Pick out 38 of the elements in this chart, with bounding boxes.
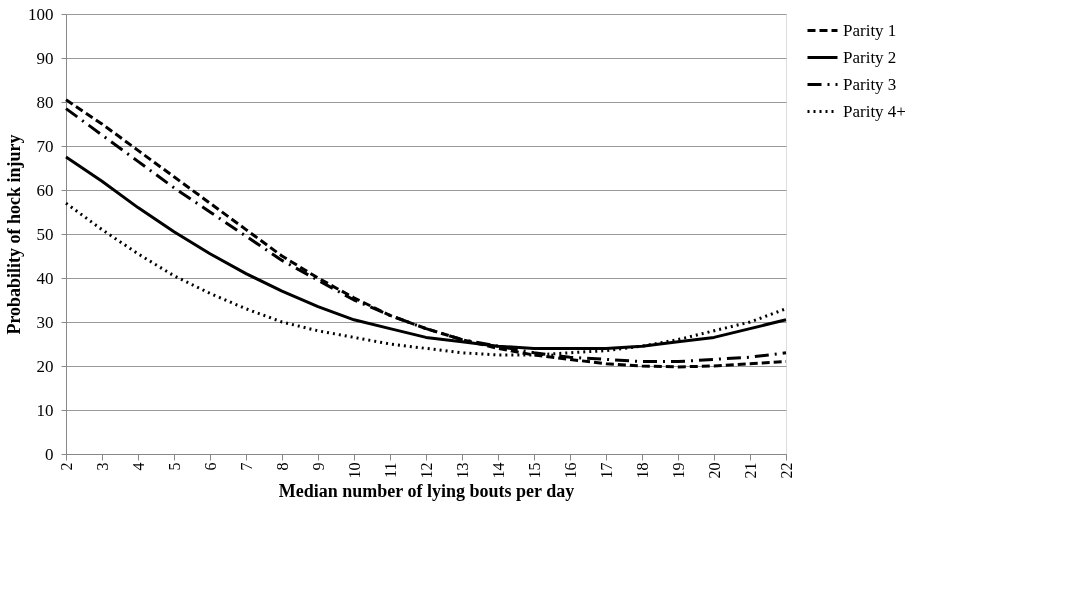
x-tick-label: 4 — [129, 462, 147, 471]
x-tick-label: 8 — [273, 462, 291, 471]
legend-label: Parity 1 — [843, 20, 897, 40]
y-tick-label: 80 — [36, 92, 54, 112]
x-tick-label: 5 — [165, 462, 183, 471]
x-tick-label: 15 — [525, 462, 543, 479]
x-tick-label: 21 — [741, 462, 759, 479]
x-tick-label: 19 — [669, 462, 687, 479]
y-tick-label: 70 — [36, 136, 54, 156]
y-tick-label: 40 — [36, 268, 54, 288]
x-tick-label: 20 — [705, 462, 723, 479]
x-tick-label: 6 — [201, 462, 219, 471]
x-tick-label: 3 — [93, 462, 111, 471]
x-tick-label: 11 — [381, 462, 399, 478]
x-tick-label: 13 — [453, 462, 471, 479]
x-tick-label: 9 — [309, 462, 327, 471]
legend-label: Parity 2 — [843, 47, 897, 67]
y-tick-label: 50 — [36, 224, 54, 244]
x-axis-title: Median number of lying bouts per day — [278, 480, 575, 501]
x-tick-label: 16 — [561, 462, 579, 479]
y-tick-label: 90 — [36, 48, 54, 68]
x-tick-label: 18 — [633, 462, 651, 479]
y-tick-label: 100 — [28, 4, 54, 24]
x-tick-label: 2 — [57, 462, 75, 471]
legend-label: Parity 3 — [843, 74, 897, 94]
legend-label: Parity 4+ — [843, 101, 906, 121]
y-tick-label: 10 — [36, 400, 54, 420]
x-tick-label: 10 — [345, 462, 363, 479]
y-tick-label: 60 — [36, 180, 54, 200]
y-tick-label: 20 — [36, 356, 54, 376]
y-tick-label: 30 — [36, 312, 54, 332]
x-tick-label: 12 — [417, 462, 435, 479]
x-tick-label: 22 — [777, 462, 795, 479]
x-tick-label: 7 — [237, 462, 255, 471]
x-tick-label: 14 — [489, 462, 507, 479]
x-tick-label: 17 — [597, 462, 615, 479]
y-axis-title: Probability of hock injury — [4, 134, 24, 335]
y-tick-label: 0 — [45, 444, 54, 464]
